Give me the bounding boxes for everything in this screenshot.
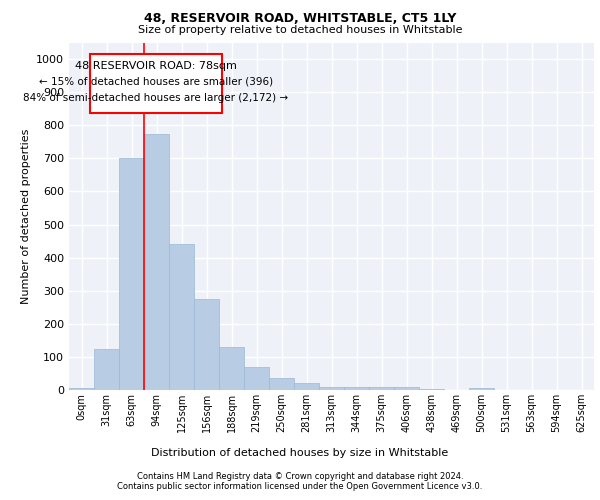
Bar xyxy=(294,384,319,390)
Y-axis label: Number of detached properties: Number of detached properties xyxy=(20,128,31,304)
Bar xyxy=(469,388,494,390)
Text: Contains HM Land Registry data © Crown copyright and database right 2024.: Contains HM Land Registry data © Crown c… xyxy=(137,472,463,481)
Bar xyxy=(169,244,194,390)
Bar xyxy=(119,158,144,390)
Bar xyxy=(319,386,344,390)
Bar xyxy=(94,348,119,390)
Bar xyxy=(244,367,269,390)
Text: Distribution of detached houses by size in Whitstable: Distribution of detached houses by size … xyxy=(151,448,449,458)
Bar xyxy=(394,388,419,390)
Text: ← 15% of detached houses are smaller (396): ← 15% of detached houses are smaller (39… xyxy=(39,76,273,86)
Bar xyxy=(419,389,444,390)
Text: Contains public sector information licensed under the Open Government Licence v3: Contains public sector information licen… xyxy=(118,482,482,491)
Bar xyxy=(344,386,369,390)
Text: 48 RESERVOIR ROAD: 78sqm: 48 RESERVOIR ROAD: 78sqm xyxy=(75,61,237,71)
Bar xyxy=(90,54,221,112)
Bar xyxy=(144,134,169,390)
Bar xyxy=(219,347,244,390)
Bar xyxy=(69,388,94,390)
Bar xyxy=(269,378,294,390)
Text: 84% of semi-detached houses are larger (2,172) →: 84% of semi-detached houses are larger (… xyxy=(23,93,289,103)
Bar xyxy=(369,386,394,390)
Bar xyxy=(194,299,219,390)
Text: 48, RESERVOIR ROAD, WHITSTABLE, CT5 1LY: 48, RESERVOIR ROAD, WHITSTABLE, CT5 1LY xyxy=(144,12,456,26)
Text: Size of property relative to detached houses in Whitstable: Size of property relative to detached ho… xyxy=(138,25,462,35)
